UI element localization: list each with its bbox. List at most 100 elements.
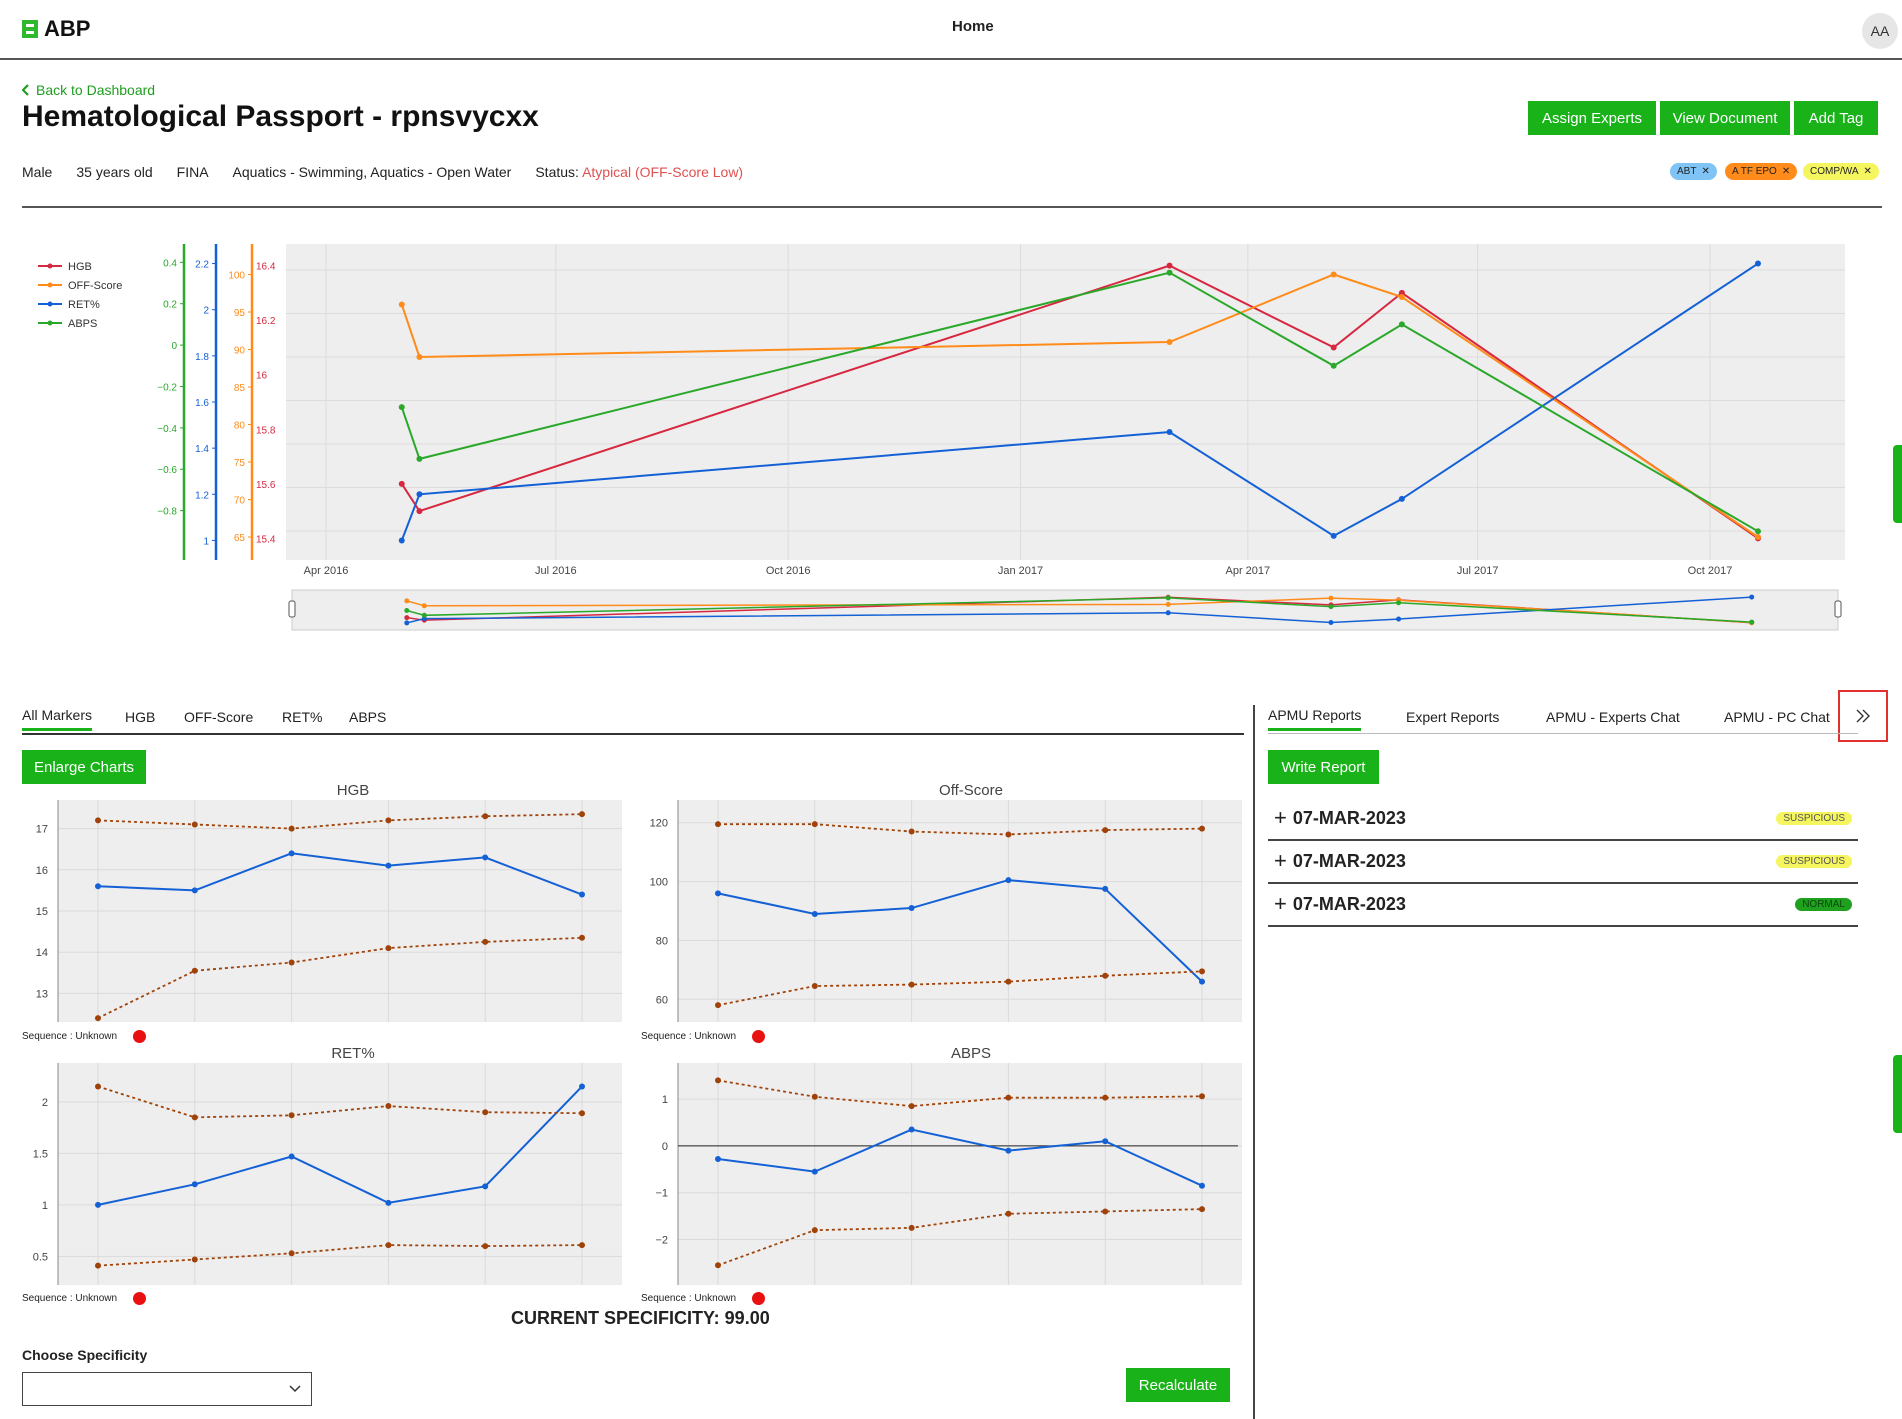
avatar[interactable]: AA [1862,13,1898,49]
limit-line [97,1244,583,1267]
tab-abps[interactable]: ABPS [349,709,387,725]
tag-atf-epo[interactable]: A TF EPO ✕ [1725,163,1798,180]
data-point [1166,339,1173,345]
tab-all-markers[interactable]: All Markers [22,707,93,731]
data-point [191,1181,198,1188]
data-point [95,1201,101,1208]
legend-marker [47,320,53,326]
abps-chart-title: ABPS [950,1045,992,1062]
chevron-down-icon [289,1385,301,1393]
tag-abt[interactable]: ABT ✕ [1670,163,1717,180]
y-tick-label: 1.5 [33,1148,48,1160]
report-row[interactable]: + 07-MAR-2023 NORMAL [1268,883,1858,927]
status-dot-icon [133,1030,147,1043]
close-icon[interactable]: ✕ [1701,166,1710,177]
ret-marker-chart[interactable]: 12345621.510.5 [22,1063,632,1287]
side-drawer-handle[interactable] [1893,1055,1902,1133]
y-tick-label: 16.4 [256,262,276,273]
abps-marker-chart[interactable]: 12345610−1−2 [642,1063,1252,1287]
data-point [385,1199,392,1206]
legend-marker [47,263,53,269]
current-specificity: CURRENT SPECIFICITY: 99.00 [511,1308,770,1328]
athlete-info: Male 35 years old FINA Aquatics - Swimmi… [22,164,743,180]
recalculate-button[interactable]: Recalculate [1126,1368,1230,1402]
expand-plus-icon[interactable]: + [1274,891,1287,916]
data-point [385,945,392,952]
tab-apmu-experts-chat[interactable]: APMU - Experts Chat [1546,709,1680,725]
limit-line [717,1208,1203,1267]
add-tag-button[interactable]: Add Tag [1794,101,1878,135]
data-point [416,508,423,515]
panel-divider [1253,705,1255,1419]
tab-hgb[interactable]: HGB [125,709,156,725]
data-point [191,821,198,828]
main-timeline-chart[interactable]: Apr 2016 Jul 2016 Oct 2016 Jan 2017 Apr 2017… [0,230,1902,640]
hgb-marker-chart[interactable]: 1234561716151413 [22,800,632,1024]
side-drawer-handle[interactable] [1893,445,1902,523]
data-point [908,828,915,835]
close-icon[interactable]: ✕ [1781,166,1791,177]
data-point [288,1112,295,1119]
data-point [482,1109,489,1116]
tab-off-score[interactable]: OFF-Score [184,709,254,725]
tab-apmu-reports[interactable]: APMU Reports [1268,707,1362,731]
hgb-chart-title: HGB [336,782,370,799]
y-tick-label: 1 [42,1200,48,1212]
data-point [1398,294,1405,300]
legend-label: HGB [68,261,92,273]
range-data-point [404,615,410,621]
off-score-marker-chart[interactable]: 1234561201008060 [642,800,1252,1024]
data-point [1166,429,1173,435]
y-tick-label: 17 [36,824,48,836]
expand-plus-icon[interactable]: + [1274,848,1287,873]
report-row[interactable]: + 07-MAR-2023 SUSPICIOUS [1268,840,1858,884]
data-point [1199,825,1205,832]
back-to-dashboard-link[interactable]: Back to Dashboard [22,82,155,98]
data-point [1398,321,1405,328]
data-point [579,891,585,898]
y-tick-label: 13 [36,988,48,1000]
data-point [191,1256,198,1263]
report-row[interactable]: + 07-MAR-2023 SUSPICIOUS [1268,797,1858,841]
write-report-button[interactable]: Write Report [1268,750,1379,784]
y-tick-label: 15.8 [256,425,276,436]
x-tick-label: Apr 2017 [1225,565,1270,577]
expand-plus-icon[interactable]: + [1274,805,1287,830]
legend-marker [47,282,53,288]
data-point [385,1242,392,1249]
sequence-status-abps: Sequence : Unknown [641,1292,766,1305]
series-line-ret% [400,262,1759,541]
data-point [385,862,392,869]
tab-apmu-pc-chat[interactable]: APMU - PC Chat [1724,709,1830,725]
data-point [1005,1147,1012,1154]
nav-home-link[interactable]: Home [952,18,994,35]
specificity-select[interactable] [22,1372,312,1406]
y-tick-label: 100 [228,271,245,282]
range-data-point [1165,610,1171,616]
data-point [579,934,585,941]
range-series-line [406,597,1752,624]
data-point [191,1114,198,1121]
data-point [288,850,295,857]
data-point [1199,1206,1205,1213]
y-tick-label: 1 [662,1094,668,1106]
view-document-button[interactable]: View Document [1660,101,1790,135]
y-tick-label: 2.2 [195,260,209,271]
report-tabs-underline [1268,733,1858,734]
app-logo[interactable]: ABP [22,16,90,42]
tag-comp-wa[interactable]: COMP/WA ✕ [1803,163,1879,180]
double-chevron-right-icon [1856,709,1870,723]
data-point [811,983,818,990]
assign-experts-button[interactable]: Assign Experts [1528,101,1656,135]
more-tabs-button[interactable] [1838,690,1888,742]
data-point [1199,968,1205,975]
close-icon[interactable]: ✕ [1863,166,1872,177]
data-point [1754,534,1761,540]
y-tick-label: 1.8 [195,352,209,363]
tab-expert-reports[interactable]: Expert Reports [1406,709,1500,725]
enlarge-charts-button[interactable]: Enlarge Charts [22,750,146,784]
y-tick-label: 1 [203,536,209,547]
data-point [95,1015,101,1022]
data-point [908,905,915,912]
tab-ret[interactable]: RET% [282,709,323,725]
